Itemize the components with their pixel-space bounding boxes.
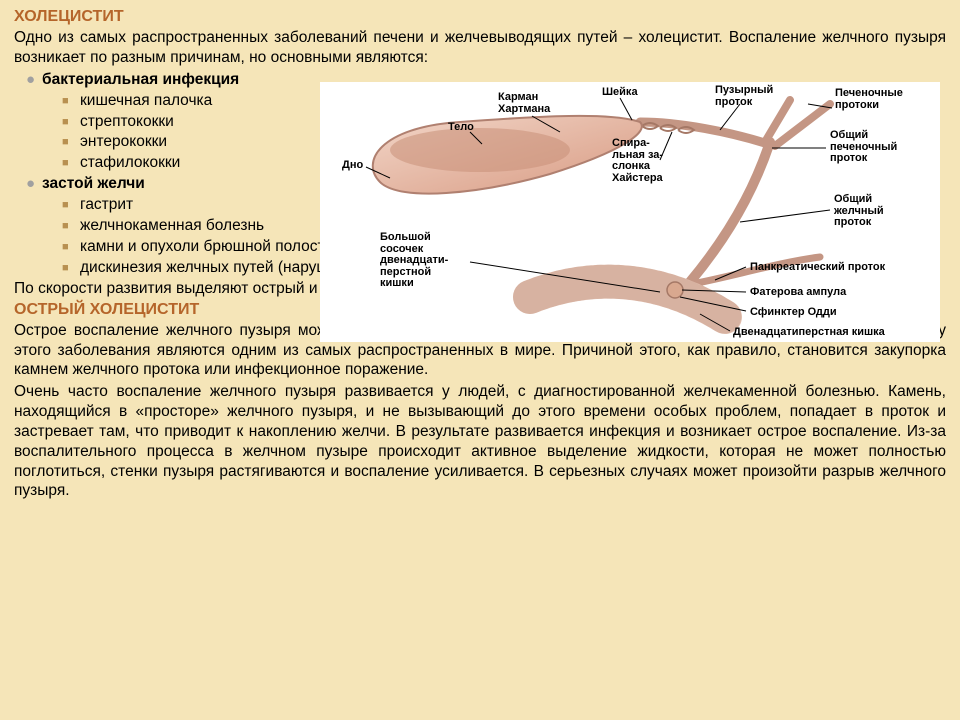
diagram-label-puzyrny: Пузырныйпроток xyxy=(715,85,773,108)
diagram-label-pechen: Печеночныепротоки xyxy=(835,88,903,111)
diagram-label-obshpech: Общийпеченочныйпроток xyxy=(830,130,897,165)
diagram-label-fater: Фатерова ампула xyxy=(750,287,846,299)
gallbladder-diagram: Дно Тело КарманХартмана Шейка Пузырныйпр… xyxy=(320,82,940,342)
intro-paragraph: Одно из самых распространенных заболеван… xyxy=(14,28,946,68)
diagram-label-karman: КарманХартмана xyxy=(498,92,550,115)
acute-paragraph-2: Очень часто воспаление желчного пузыря р… xyxy=(14,382,946,501)
diagram-label-sheika: Шейка xyxy=(602,87,638,99)
diagram-label-dvenad: Двенадцатиперстная кишка xyxy=(733,327,885,339)
title-cholecystitis: ХОЛЕЦИСТИТ xyxy=(14,8,946,26)
diagram-label-bolshoi: Большойсосочекдвенадцати-перстнойкишки xyxy=(380,232,448,290)
diagram-label-oddi: Сфинктер Одди xyxy=(750,307,837,319)
diagram-label-dno: Дно xyxy=(342,160,363,172)
diagram-label-pankr: Панкреатический проток xyxy=(750,262,885,274)
diagram-label-obshzhel: Общийжелчныйпроток xyxy=(834,194,884,229)
diagram-label-spiral: Спира-льная за-слонкаХайстера xyxy=(612,138,663,184)
diagram-label-telo: Тело xyxy=(448,122,474,134)
